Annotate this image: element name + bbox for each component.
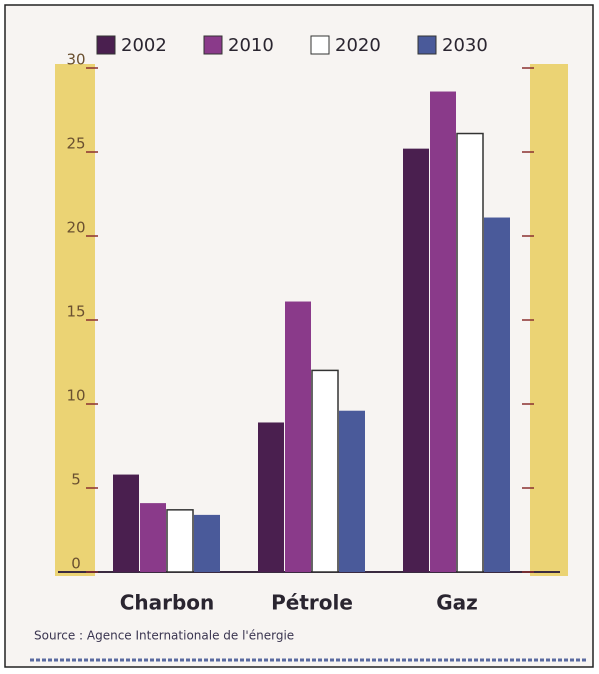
legend-label: 2010	[228, 35, 274, 56]
bar	[258, 422, 284, 572]
legend-swatch	[417, 35, 437, 55]
bar	[403, 148, 429, 572]
x-tick-label: Pétrole	[271, 591, 353, 615]
y-tick-label: 5	[71, 471, 81, 489]
legend-label: 2002	[121, 35, 167, 56]
bar	[285, 301, 311, 572]
bar	[194, 514, 220, 572]
y-tick-label: 25	[66, 135, 85, 153]
bar	[339, 410, 365, 572]
y-tick-label: 0	[71, 555, 81, 573]
right-decor-bar	[530, 64, 568, 576]
legend-label: 2030	[442, 35, 488, 56]
legend-swatch	[203, 35, 223, 55]
bar	[484, 217, 510, 572]
bar	[430, 91, 456, 573]
legend-label: 2020	[335, 35, 381, 56]
y-tick-label: 30	[66, 51, 85, 69]
x-tick-label: Charbon	[120, 591, 215, 615]
legend-swatch	[310, 35, 330, 55]
y-tick-label: 15	[66, 303, 85, 321]
bar	[166, 509, 194, 573]
source: Source : Agence Internationale de l'éner…	[34, 629, 294, 643]
legend-swatch	[96, 35, 116, 55]
bar	[113, 474, 139, 572]
x-tick-label: Gaz	[436, 591, 478, 615]
bar	[311, 369, 339, 573]
bar	[140, 503, 166, 572]
bar	[456, 132, 484, 573]
y-tick-label: 20	[66, 219, 85, 237]
y-tick-label: 10	[66, 387, 85, 405]
